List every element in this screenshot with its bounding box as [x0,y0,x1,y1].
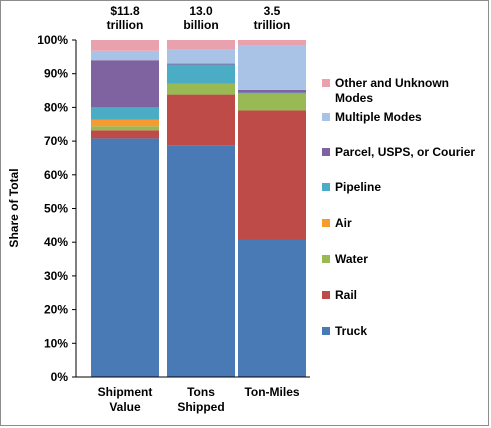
category-label: Tons [187,385,215,399]
bar-segment [167,49,235,64]
y-tick-label: 10% [44,336,68,350]
bar-total-label: $11.8 [110,4,140,18]
bar-total-label: billion [183,18,218,32]
bar-segment [238,110,306,240]
y-tick-label: 50% [44,202,68,216]
legend-label: Rail [335,288,357,302]
bar-segment [167,64,235,84]
legend-label: Multiple Modes [335,110,422,124]
y-axis-title: Share of Total [7,168,21,247]
bar-segment [91,40,159,51]
bar-segment [167,83,235,95]
legend-label: Truck [335,324,367,338]
bar-total-label: trillion [107,18,144,32]
bar-segment [91,138,159,377]
bar-segment [167,40,235,50]
legend-label: Parcel, USPS, or Courier [335,145,475,159]
bar-segment [238,45,306,90]
bar-total-label: 3.5 [264,4,281,18]
bar-segment [91,50,159,61]
legend-swatch [322,183,330,191]
bar-segment [91,60,159,108]
legend-label: Other and Unknown [335,76,449,90]
legend-label: Air [335,216,352,230]
bar-segment [238,40,306,46]
bar-segment [238,89,306,93]
legend-swatch [322,79,330,87]
bar-total-label: 13.0 [189,4,213,18]
legend-swatch [322,255,330,263]
legend-swatch [322,113,330,121]
y-tick-label: 0% [51,370,69,384]
legend-label: Water [335,252,368,266]
y-tick-label: 30% [44,269,68,283]
y-tick-label: 20% [44,303,68,317]
bar-segment [91,119,159,127]
bar-total-label: trillion [254,18,291,32]
legend-swatch [322,327,330,335]
bar-segment [238,93,306,111]
category-label: Value [109,400,141,414]
y-tick-label: 100% [37,33,68,47]
bar-segment [167,94,235,146]
y-tick-label: 90% [44,67,68,81]
y-tick-label: 40% [44,235,68,249]
legend-swatch [322,219,330,227]
category-label: Shipped [177,400,224,414]
legend-label: Modes [335,91,373,105]
bar-segment [238,92,306,94]
y-tick-label: 80% [44,100,68,114]
category-label: Shipment [98,385,153,399]
legend-swatch [322,148,330,156]
bar-segment [91,130,159,139]
legend-swatch [322,291,330,299]
category-label: Ton-Miles [244,385,299,399]
y-tick-label: 70% [44,134,68,148]
legend-label: Pipeline [335,180,381,194]
y-tick-label: 60% [44,168,68,182]
bar-segment [167,63,235,65]
bar-segment [91,107,159,120]
bar-segment [91,126,159,131]
bar-segment [238,239,306,377]
bar-segment [167,145,235,377]
